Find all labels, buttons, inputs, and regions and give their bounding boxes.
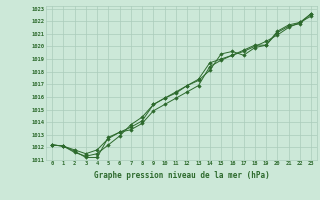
X-axis label: Graphe pression niveau de la mer (hPa): Graphe pression niveau de la mer (hPa) — [94, 171, 269, 180]
